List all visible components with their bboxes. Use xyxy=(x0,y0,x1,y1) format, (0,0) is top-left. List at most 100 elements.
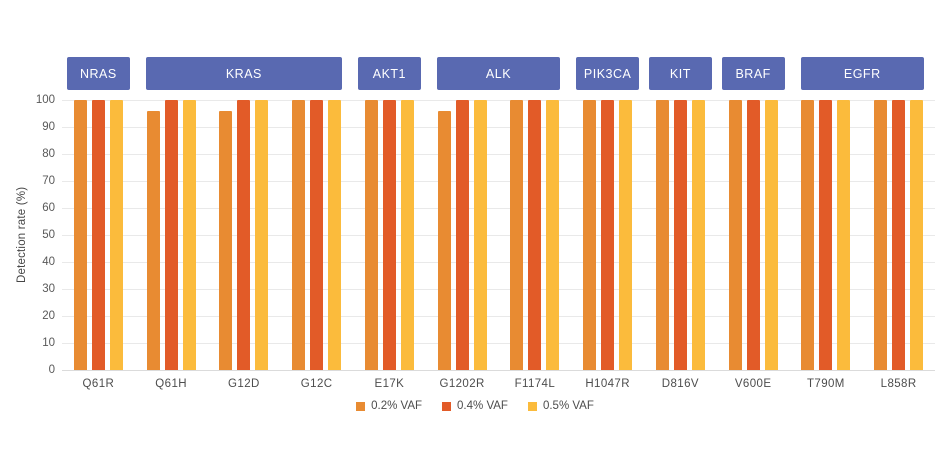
legend-label: 0.4% VAF xyxy=(457,400,508,412)
grid-line xyxy=(62,234,935,236)
bar-f1174l-0.4vaf xyxy=(528,100,542,370)
x-axis-label-e17k: E17K xyxy=(374,378,405,390)
bar-g1202r-0.2vaf xyxy=(437,110,451,370)
y-tick-label: 80 xyxy=(42,148,55,160)
grid-line xyxy=(62,315,935,317)
bar-group-g12d xyxy=(208,100,281,370)
gene-badge-braf: BRAF xyxy=(721,57,785,90)
bar-group-v600e xyxy=(717,100,790,370)
gene-badge-akt1: AKT1 xyxy=(358,57,421,90)
y-tick-label: 30 xyxy=(42,283,55,295)
bar-q61r-0.5vaf xyxy=(109,100,123,370)
bar-f1174l-0.2vaf xyxy=(510,100,524,370)
bar-g1202r-0.5vaf xyxy=(473,100,487,370)
bar-group-l858r xyxy=(862,100,935,370)
bar-g12c-0.4vaf xyxy=(310,100,324,370)
bar-d816v-0.4vaf xyxy=(673,100,687,370)
grid-line xyxy=(62,180,935,182)
x-axis-label-t790m: T790M xyxy=(806,378,845,390)
bar-d816v-0.5vaf xyxy=(691,100,705,370)
y-tick-label: 20 xyxy=(42,310,55,322)
y-tick-label: 0 xyxy=(48,364,55,376)
grid-line xyxy=(62,261,935,263)
legend-item-0.2vaf: 0.2% VAF xyxy=(356,400,422,412)
legend-swatch xyxy=(356,401,366,411)
bar-l858r-0.4vaf xyxy=(892,100,906,370)
y-tick-label: 70 xyxy=(42,175,55,187)
x-axis-label-l858r: L858R xyxy=(880,378,917,390)
legend-label: 0.2% VAF xyxy=(371,400,423,412)
y-tick-label: 60 xyxy=(42,202,55,214)
bar-group-q61r xyxy=(62,100,135,370)
x-axis-label-q61r: Q61R xyxy=(82,378,115,390)
gene-badge-egfr: EGFR xyxy=(800,57,924,90)
grid-line xyxy=(62,99,935,101)
bar-t790m-0.2vaf xyxy=(801,100,815,370)
bar-group-e17k xyxy=(353,100,426,370)
grid-line xyxy=(62,342,935,344)
y-tick-label: 90 xyxy=(42,121,55,133)
bar-q61h-0.5vaf xyxy=(182,100,196,370)
x-axis-label-h1047r: H1047R xyxy=(585,378,630,390)
bar-group-f1174l xyxy=(499,100,572,370)
bar-h1047r-0.5vaf xyxy=(619,100,633,370)
y-tick-label: 10 xyxy=(42,337,55,349)
grid-line xyxy=(62,126,935,128)
grid-line xyxy=(62,153,935,155)
gene-badge-nras: NRAS xyxy=(67,57,130,90)
legend: 0.2% VAF 0.4% VAF 0.5% VAF xyxy=(0,400,950,412)
bar-h1047r-0.4vaf xyxy=(601,100,615,370)
bar-v600e-0.4vaf xyxy=(746,100,760,370)
x-axis-label-d816v: D816V xyxy=(661,378,699,390)
bar-group-d816v xyxy=(644,100,717,370)
bar-t790m-0.5vaf xyxy=(837,100,851,370)
bar-l858r-0.5vaf xyxy=(910,100,924,370)
y-tick-label: 100 xyxy=(35,94,55,106)
bar-v600e-0.5vaf xyxy=(764,100,778,370)
x-axis-label-g12c: G12C xyxy=(300,378,333,390)
bar-g12d-0.2vaf xyxy=(219,110,233,370)
bar-group-h1047r xyxy=(571,100,644,370)
x-axis-label-v600e: V600E xyxy=(734,378,772,390)
bar-g12d-0.4vaf xyxy=(237,100,251,370)
bar-group-q61h xyxy=(135,100,208,370)
grid-line xyxy=(62,288,935,290)
grid-line xyxy=(62,207,935,209)
bar-e17k-0.2vaf xyxy=(364,100,378,370)
x-axis-label-f1174l: F1174L xyxy=(514,378,556,390)
gene-badge-kit: KIT xyxy=(649,57,712,90)
gene-badge-alk: ALK xyxy=(436,57,561,90)
x-axis-label-q61h: Q61H xyxy=(155,378,187,390)
bar-q61r-0.4vaf xyxy=(91,100,105,370)
bar-q61h-0.4vaf xyxy=(164,100,178,370)
gene-badge-kras: KRAS xyxy=(145,57,342,90)
bar-group-t790m xyxy=(790,100,863,370)
bar-e17k-0.4vaf xyxy=(382,100,396,370)
x-axis-label-g1202r: G1202R xyxy=(439,378,485,390)
bar-d816v-0.2vaf xyxy=(655,100,669,370)
legend-swatch xyxy=(442,401,452,411)
bar-t790m-0.4vaf xyxy=(819,100,833,370)
bar-g12d-0.5vaf xyxy=(255,100,269,370)
grid-line xyxy=(62,369,935,371)
bar-e17k-0.5vaf xyxy=(400,100,414,370)
bar-l858r-0.2vaf xyxy=(874,100,888,370)
x-axis-label-g12d: G12D xyxy=(228,378,260,390)
legend-item-0.5vaf: 0.5% VAF xyxy=(527,400,594,412)
y-tick-label: 50 xyxy=(42,229,55,241)
bar-g1202r-0.4vaf xyxy=(455,100,469,370)
bar-g12c-0.2vaf xyxy=(292,100,306,370)
bar-v600e-0.2vaf xyxy=(728,100,742,370)
y-tick-label: 40 xyxy=(42,256,55,268)
bar-f1174l-0.5vaf xyxy=(546,100,560,370)
legend-swatch xyxy=(527,401,537,411)
bar-q61h-0.2vaf xyxy=(146,110,160,370)
bar-h1047r-0.2vaf xyxy=(583,100,597,370)
bar-g12c-0.5vaf xyxy=(328,100,342,370)
gene-badge-pik3ca: PIK3CA xyxy=(576,57,639,90)
bar-group-g12c xyxy=(280,100,353,370)
legend-label: 0.5% VAF xyxy=(542,400,594,412)
bar-q61r-0.2vaf xyxy=(73,100,87,370)
legend-item-0.4vaf: 0.4% VAF xyxy=(442,400,508,412)
